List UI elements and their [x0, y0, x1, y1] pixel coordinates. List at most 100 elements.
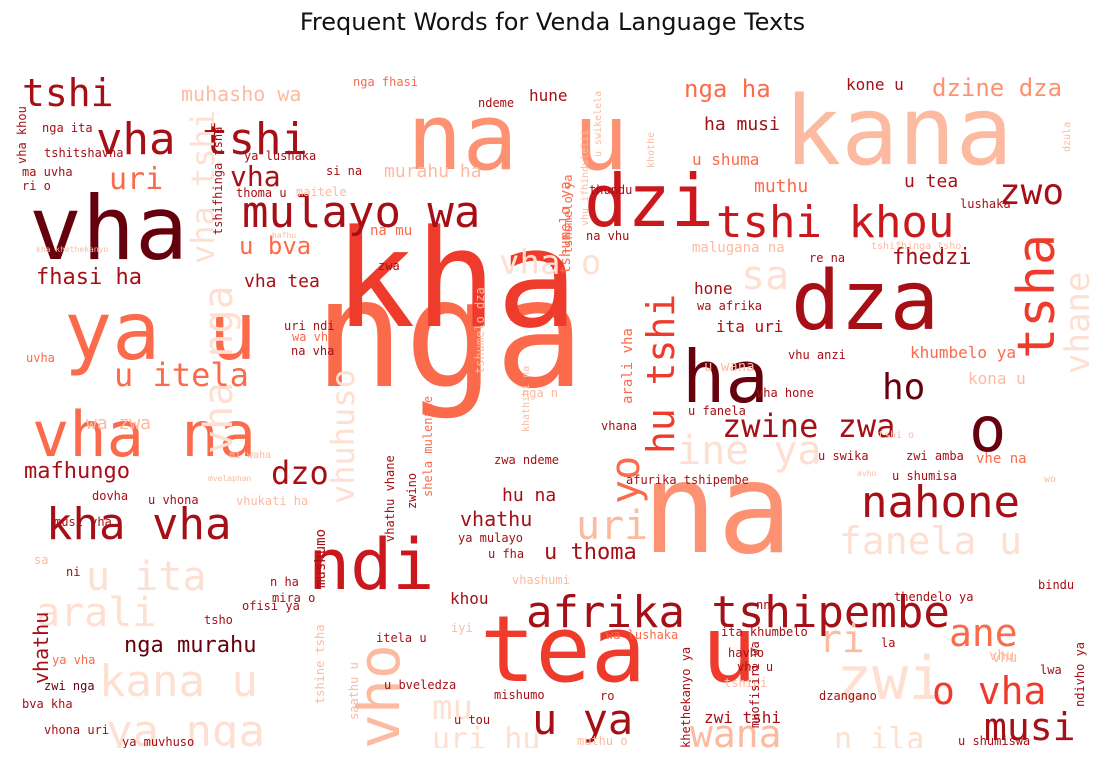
- word-wa-zwa-65: wa zwa: [86, 413, 151, 434]
- word-fhasi-ha-56: fhasi ha: [36, 265, 142, 290]
- word-kha-1: kha: [334, 201, 578, 358]
- word-nga-ita-125: nga ita: [42, 121, 93, 135]
- word-u-wana-88: u wana: [704, 359, 755, 375]
- word-bindu-155: bindu: [1038, 578, 1074, 592]
- word-dzi-9: dzi: [584, 159, 714, 243]
- word-ni-136: ni: [66, 565, 80, 579]
- word-si-na-128: si na: [326, 164, 362, 178]
- word-nahone-23: nahone: [861, 477, 1020, 528]
- word-lushaka-116: lushaka: [960, 197, 1011, 211]
- word-uri-ndi-120: uri ndi: [284, 319, 335, 333]
- word-ha-10: ha: [682, 335, 769, 419]
- word-tshumelo-dza-86: tshumelo dza: [473, 287, 487, 374]
- word-kana-u-21: kana u: [99, 656, 258, 707]
- word-u-ya-25: u ya: [532, 695, 633, 744]
- word-musi-vha-97: musi vha: [54, 515, 112, 529]
- word-vhana-111: vhana: [601, 419, 637, 433]
- word-mira-o-140: mira o: [272, 591, 315, 605]
- word-fhedzi-60: fhedzi: [892, 245, 971, 270]
- word-ofisi-ya-90: ofisi ya: [242, 599, 300, 613]
- word-lwa-159: lwa: [1040, 663, 1062, 677]
- word-ha-musi-72: ha musi: [704, 114, 780, 135]
- word-hafhu-179: hafhu: [272, 231, 296, 240]
- word-ri-40: ri: [819, 617, 865, 661]
- word-uvha-134: uvha: [26, 351, 55, 365]
- word-bva-kha-94: bva kha: [22, 697, 73, 711]
- word-ya-vha-92: ya vha: [52, 653, 95, 667]
- word-ya-mulayo-102: ya mulayo: [458, 531, 523, 545]
- word-thendelo-ya-154: thendelo ya: [894, 590, 973, 604]
- word-kone-u-74: kone u: [846, 75, 904, 94]
- word-tsha-15: tsha: [1007, 234, 1067, 359]
- word-mu-50: mu: [432, 688, 473, 728]
- word-vha-6: vha: [29, 177, 188, 280]
- word-fanela-u-35: fanela u: [839, 519, 1022, 563]
- word-iyi-142: iyi: [451, 621, 473, 635]
- word-maitele-130: maitele: [296, 185, 347, 199]
- word-vha-nga-31: vha nga: [196, 285, 242, 454]
- word-khethekanyo-ya-167: khethekanyo ya: [679, 647, 693, 748]
- word-itela-u-141: itela u: [376, 631, 427, 645]
- word-dzine-dza-55: dzine dza: [932, 74, 1062, 102]
- word-tshifhinga-tsha-131: tshifhinga tsha: [211, 127, 225, 235]
- word-u-shuma-73: u shuma: [692, 150, 759, 169]
- word-dzangano-157: dzangano: [819, 689, 877, 703]
- word-o-13: o: [969, 393, 1006, 466]
- word-ho-38: ho: [882, 367, 925, 408]
- word-vhe-na-89: vhe na: [976, 451, 1027, 467]
- word-u-bva-58: u bva: [239, 232, 311, 260]
- word-mishumo-144: mishumo: [494, 688, 545, 702]
- word-sa-45: sa: [741, 253, 789, 299]
- word-nga-murahu-62: nga murahu: [124, 633, 256, 658]
- word-na-2: na: [642, 437, 793, 582]
- word-vhathu-vhane-163: vhathu vhane: [383, 455, 397, 542]
- word-ma-uvha-132: ma uvha: [22, 165, 73, 179]
- word-u-itela-43: u itela: [114, 356, 249, 394]
- word-thoma-u-129: thoma u: [236, 186, 287, 200]
- word-ita-uri-78: ita uri: [716, 317, 783, 336]
- word-u-fanela-112: u fanela: [688, 404, 746, 418]
- word-ita-khumbelo-151: ita khumbelo: [721, 625, 808, 639]
- word-vhu-158: vhu: [992, 650, 1017, 666]
- word-na-u-4: na u: [407, 84, 629, 191]
- word-u-fha-103: u fha: [488, 547, 524, 561]
- word-u-tou-146: u tou: [454, 713, 490, 727]
- word-u-shumisa-108: u shumisa: [892, 469, 957, 483]
- word-vhu-82: vhu: [989, 648, 1014, 664]
- word-avho-180: avho: [857, 469, 876, 478]
- word-mafhungo-57: mafhungo: [24, 459, 130, 484]
- word-shela-mulenzhe-162: shela mulenzhe: [421, 396, 435, 497]
- word-vha-o-46: vha o: [499, 243, 601, 283]
- word-musi-33: musi: [984, 705, 1076, 748]
- word-nga-0: nga: [314, 248, 585, 422]
- word-yo-36: yo: [603, 456, 649, 504]
- word-wa-lushaka-152: wa lushaka: [606, 628, 678, 642]
- word-vha-khou-135: vha khou: [15, 106, 29, 164]
- word-ya-u-7: ya u: [64, 285, 257, 378]
- word-zwi-tshi-161: zwi tshi: [704, 708, 781, 727]
- word-u-tea-69: u tea: [904, 171, 958, 192]
- word-zwi-14: zwi: [836, 644, 944, 714]
- word-khou-80: khou: [450, 589, 489, 608]
- word-muhasho-wa-71: muhasho wa: [181, 82, 301, 106]
- word-dza-8: dza: [791, 254, 939, 349]
- word-u-ita-29: u ita: [86, 554, 206, 600]
- word-ro-145: ro: [600, 689, 614, 703]
- word-tea-u-5: tea u: [480, 596, 757, 703]
- word-ndeme-123: ndeme: [478, 96, 514, 110]
- word-ri-o-133: ri o: [22, 179, 51, 193]
- word-arali-28: arali: [36, 590, 156, 636]
- word-vha-na-12: vha na: [32, 398, 256, 471]
- word-dzo-44: dzo: [271, 454, 329, 492]
- word-vhu-ifhindulelii-174: vhu ifhindulelii: [580, 130, 591, 226]
- word-malugana-na-85: malugana na: [692, 240, 785, 256]
- word-muofisiri-wa-168: muofisiri wa: [748, 641, 762, 728]
- word-zwi-nga-93: zwi nga: [44, 679, 95, 693]
- word-afurika-tshipembe-106: afurika tshipembe: [626, 473, 749, 487]
- word-mushumo-81: mushumo: [313, 529, 329, 588]
- word-zwi-amba-109: zwi amba: [906, 449, 964, 463]
- word-na-vha-122: na vha: [291, 344, 334, 358]
- word-u-vhona-99: u vhona: [148, 493, 199, 507]
- word-zwa-ndeme-105: zwa ndeme: [494, 453, 559, 467]
